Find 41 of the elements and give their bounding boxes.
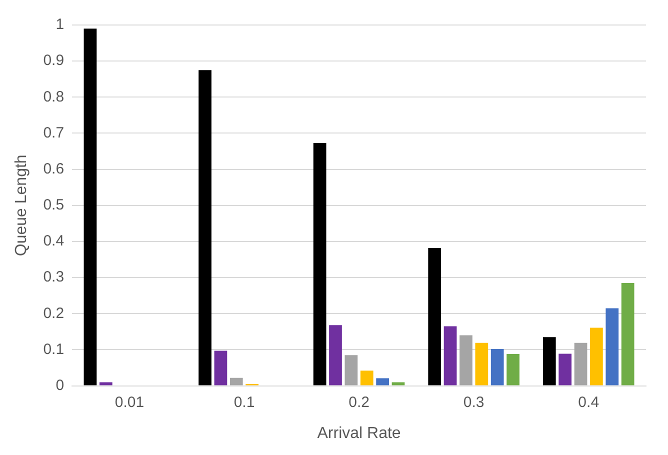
bar: [198, 70, 212, 386]
y-tick-label: 0.9: [43, 52, 64, 70]
bar: [621, 282, 634, 386]
y-tick-label: 0.1: [43, 340, 64, 358]
bar: [360, 370, 374, 386]
y-tick-label: 1: [56, 16, 64, 34]
bar: [606, 308, 619, 386]
bar: [444, 326, 457, 386]
bar: [344, 355, 358, 386]
bar: [230, 378, 243, 386]
bar: [542, 337, 556, 386]
x-axis-title: Arrival Rate: [317, 424, 401, 442]
y-tick-label: 0.5: [43, 196, 64, 214]
bar: [590, 328, 603, 386]
bar: [558, 354, 572, 386]
x-tick-label: 0.01: [114, 394, 144, 411]
y-tick-label: 0.4: [43, 232, 64, 250]
bar: [506, 354, 520, 386]
bar: [99, 382, 112, 386]
bar: [428, 248, 442, 386]
bar: [214, 350, 228, 386]
y-tick-label: 0.8: [43, 88, 64, 106]
y-axis-title: Queue Length: [13, 154, 30, 256]
bar: [329, 325, 342, 386]
y-tick-label: 0.7: [43, 124, 64, 142]
y-tick-label: 0.6: [43, 160, 64, 178]
x-tick-label: 0.4: [578, 394, 600, 411]
y-tick-label: 0.2: [43, 304, 64, 322]
y-tick-label: 0: [56, 376, 64, 394]
bar: [460, 335, 472, 386]
bar: [84, 28, 97, 386]
bar: [313, 142, 326, 386]
bar: [475, 342, 488, 386]
y-tick-label: 0.3: [43, 268, 64, 286]
bar: [574, 342, 588, 386]
x-tick-label: 0.2: [348, 394, 370, 411]
x-tick-label: 0.3: [463, 394, 484, 411]
bar: [490, 349, 504, 386]
bar: [376, 378, 389, 386]
bar: [392, 382, 405, 386]
x-tick-label: 0.1: [234, 394, 255, 411]
